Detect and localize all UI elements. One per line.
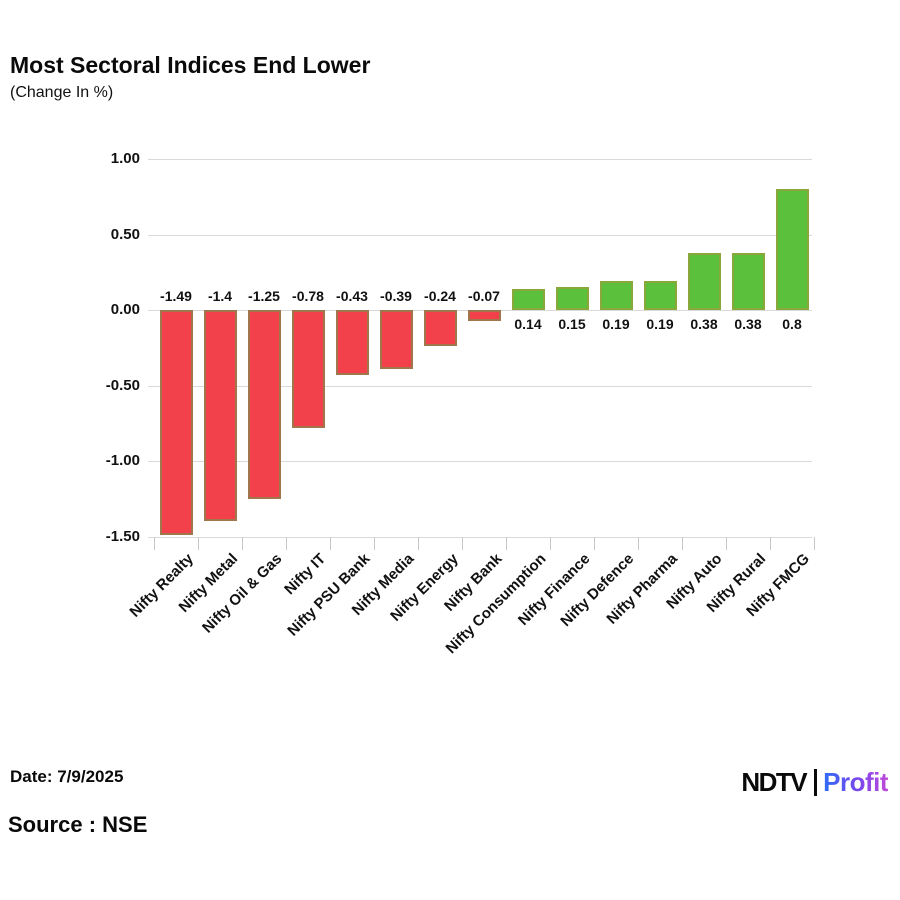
x-axis-tick: [242, 537, 243, 550]
bar: [336, 310, 369, 375]
chart-subtitle: (Change In %): [10, 84, 114, 101]
ndtv-wordmark: NDTV: [741, 766, 807, 797]
bar-value-label: -1.4: [207, 288, 233, 304]
bar-value-label: 0.8: [782, 316, 802, 332]
bar: [512, 289, 545, 310]
bar-value-label: -0.24: [424, 288, 456, 304]
bar: [204, 310, 237, 521]
x-axis-tick: [594, 537, 595, 550]
x-axis-tick: [726, 537, 727, 550]
bar: [688, 253, 721, 310]
bar-value-label: 0.15: [558, 316, 586, 332]
profit-wordmark: Profit: [823, 766, 888, 797]
bar: [248, 310, 281, 499]
bar: [644, 281, 677, 310]
y-axis-tick-label: 1.00: [110, 150, 140, 167]
gridline: [148, 235, 812, 236]
gridline: [148, 386, 812, 387]
x-axis-tick: [154, 537, 155, 550]
bar: [556, 287, 589, 310]
bar: [776, 189, 809, 310]
x-axis-tick: [330, 537, 331, 550]
x-axis-tick: [506, 537, 507, 550]
bar-value-label: 0.14: [514, 316, 542, 332]
x-axis-tick: [770, 537, 771, 550]
bar: [732, 253, 765, 310]
bar-value-label: -0.78: [292, 288, 324, 304]
y-axis-tick-label: 0.50: [110, 226, 140, 243]
x-axis-category-label: Nifty Oil & Gas: [199, 550, 286, 637]
bar-value-label: -0.07: [468, 288, 500, 304]
bar-value-label: 0.38: [690, 316, 718, 332]
chart-title: Most Sectoral Indices End Lower: [10, 52, 371, 78]
x-axis-tick: [374, 537, 375, 550]
x-axis-tick: [550, 537, 551, 550]
bar-value-label: -1.49: [160, 288, 192, 304]
gridline: [148, 159, 812, 160]
y-axis-tick-label: 0.00: [110, 301, 140, 318]
x-axis-tick: [462, 537, 463, 550]
x-axis-tick: [418, 537, 419, 550]
x-axis-tick: [198, 537, 199, 550]
date-label: Date: 7/9/2025: [10, 767, 124, 786]
source-label: Source : NSE: [8, 812, 148, 837]
gridline: [148, 537, 812, 538]
bar-value-label: -0.43: [336, 288, 368, 304]
bar: [380, 310, 413, 369]
bar: [600, 281, 633, 310]
bar-value-label: 0.19: [602, 316, 630, 332]
gridline: [148, 461, 812, 462]
bar-value-label: -0.39: [380, 288, 412, 304]
bar-value-label: 0.38: [734, 316, 762, 332]
x-axis-tick: [286, 537, 287, 550]
y-axis-tick-label: -1.00: [105, 452, 140, 469]
bar: [160, 310, 193, 535]
x-axis-tick: [682, 537, 683, 550]
x-axis-tick: [638, 537, 639, 550]
bar: [424, 310, 457, 346]
x-axis-tick: [814, 537, 815, 550]
bar: [468, 310, 501, 321]
logo-divider: [814, 768, 818, 796]
bar: [292, 310, 325, 428]
y-axis-tick-label: -1.50: [105, 528, 140, 545]
bar-value-label: 0.19: [646, 316, 674, 332]
ndtv-profit-logo: NDTV Profit: [741, 766, 888, 798]
bar-chart: 1.00 0.50 0.00 -0.50 -1.00 -1.50 -1.49 Nifty Re…: [105, 150, 815, 657]
bar-value-label: -1.25: [248, 288, 280, 304]
y-axis-tick-label: -0.50: [105, 377, 140, 394]
